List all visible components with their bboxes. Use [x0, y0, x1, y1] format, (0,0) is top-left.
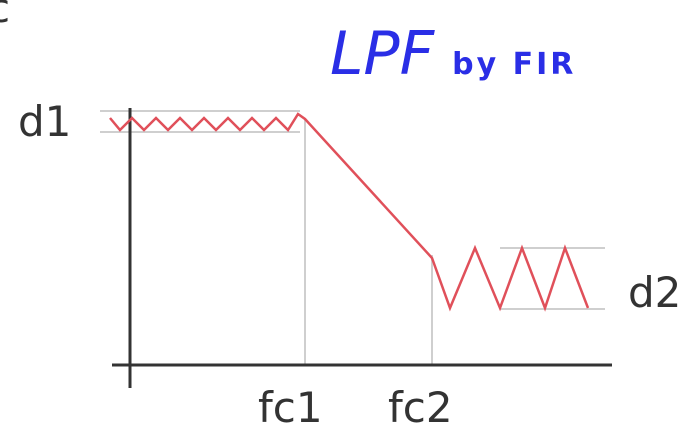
axes	[112, 108, 612, 388]
fc1-label: fc1	[258, 383, 323, 432]
title-main: LPF	[330, 19, 436, 89]
title-sub: by FIR	[452, 47, 576, 82]
diagram-title: LPF by FIR	[330, 19, 576, 89]
fc2-label: fc2	[388, 383, 453, 432]
corner-mark: c	[0, 0, 10, 32]
d1-label: d1	[18, 97, 71, 146]
d2-label: d2	[628, 268, 681, 317]
guide-lines	[100, 110, 605, 365]
frequency-response-curve	[109, 112, 590, 312]
